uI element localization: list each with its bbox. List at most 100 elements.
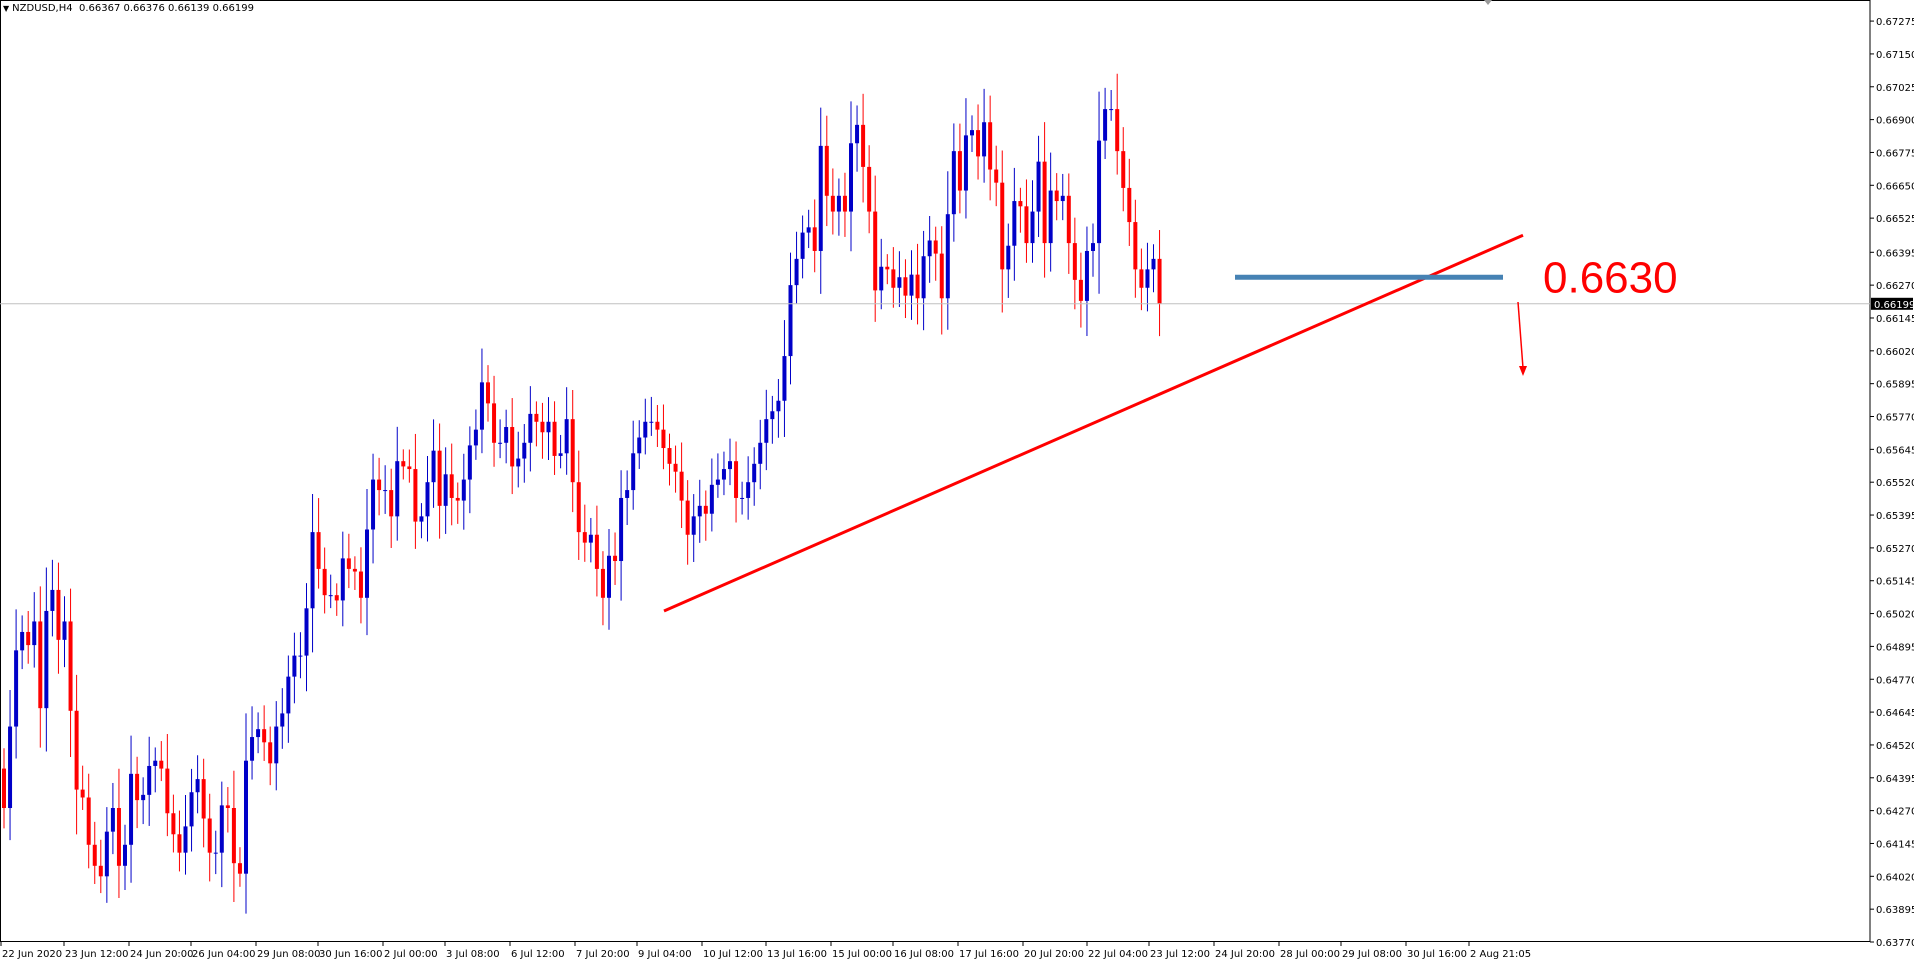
- x-tick-label: 17 Jul 16:00: [959, 949, 1019, 960]
- symbol-label: NZDUSD,H4: [12, 3, 73, 14]
- candle-body: [231, 808, 236, 864]
- candle-body: [800, 232, 805, 259]
- candle-body: [812, 227, 817, 251]
- candle-body: [498, 442, 503, 444]
- candle-body: [1091, 243, 1095, 251]
- candle-body: [510, 427, 515, 467]
- candle-body: [867, 166, 872, 212]
- support-level-label: 0.6630: [1543, 253, 1678, 302]
- y-tick-label: 0.65895: [1876, 380, 1914, 391]
- candle-body: [909, 274, 914, 296]
- x-tick-label: 15 Jul 00:00: [832, 949, 892, 960]
- y-tick-label: 0.65520: [1876, 478, 1914, 489]
- candle-body: [358, 571, 363, 598]
- candle-body: [1066, 195, 1071, 244]
- candle-body: [836, 195, 841, 212]
- x-tick-label: 28 Jul 00:00: [1280, 949, 1340, 960]
- candle-body: [322, 568, 327, 596]
- candle-body: [703, 505, 708, 514]
- dropdown-triangle-icon[interactable]: ▼: [3, 4, 10, 13]
- candle-body: [32, 621, 37, 646]
- candle-body: [328, 595, 333, 597]
- candle-body: [486, 382, 490, 404]
- x-tick-label: 23 Jun 12:00: [65, 949, 129, 960]
- candle-body: [534, 413, 539, 422]
- candle-body: [776, 400, 781, 412]
- candle-body: [945, 214, 950, 299]
- candle-body: [38, 621, 43, 709]
- candle-body: [740, 497, 745, 499]
- candle-body: [377, 479, 382, 491]
- candle-body: [56, 589, 61, 640]
- candle-body: [1151, 258, 1156, 270]
- down-arrow-icon: [1519, 366, 1527, 376]
- candle-body: [437, 450, 442, 506]
- y-tick-label: 0.65145: [1876, 577, 1914, 588]
- shift-marker-icon: [1484, 0, 1492, 5]
- candle-body: [1054, 190, 1059, 202]
- y-tick-label: 0.65770: [1876, 413, 1914, 424]
- candle-body: [26, 631, 31, 646]
- candle-body: [715, 479, 720, 485]
- y-tick-label: 0.64770: [1876, 675, 1914, 686]
- ohlc-values: 0.66367 0.66376 0.66139 0.66199: [78, 3, 254, 14]
- candle-body: [110, 808, 115, 832]
- candle-body: [516, 458, 521, 467]
- candle-body: [661, 429, 666, 449]
- candle-body: [691, 516, 696, 535]
- candle-body: [855, 124, 860, 144]
- ascending-trend-line: [663, 233, 1524, 613]
- y-tick-label: 0.65395: [1876, 511, 1914, 522]
- y-tick-label: 0.63895: [1876, 905, 1914, 916]
- candle-body: [1048, 190, 1053, 244]
- candle-body: [86, 797, 91, 845]
- x-tick-label: 2 Aug 21:05: [1470, 949, 1531, 960]
- candle-body: [752, 463, 757, 483]
- candle-body: [764, 419, 769, 443]
- candle-body: [413, 469, 418, 522]
- candle-body: [467, 445, 472, 480]
- candle-body: [455, 497, 460, 501]
- candle-body: [951, 151, 956, 215]
- y-tick-label: 0.66270: [1876, 281, 1914, 292]
- candle-body: [679, 471, 684, 501]
- candle-body: [619, 497, 624, 562]
- candle-body: [631, 453, 636, 491]
- candle-body: [849, 143, 853, 212]
- chart-header: ▼ NZDUSD,H4 0.66367 0.66376 0.66139 0.661…: [3, 3, 254, 14]
- candle-body: [697, 505, 702, 517]
- candle-body: [449, 474, 454, 498]
- candle-body: [1018, 201, 1023, 207]
- candle-body: [873, 211, 878, 291]
- y-tick-label: 0.65270: [1876, 544, 1914, 555]
- candle-body: [957, 151, 962, 191]
- candle-body: [44, 610, 49, 709]
- candle-body: [425, 482, 430, 517]
- candle-body: [62, 621, 67, 640]
- candle-body: [171, 813, 176, 835]
- price-axis: 0.67275 0.67150 0.67025 0.66900 0.66775 0.666…: [1870, 17, 1914, 949]
- candle-body: [461, 479, 466, 501]
- candle-body: [1072, 243, 1077, 280]
- candle-body: [395, 461, 400, 517]
- candle-body: [256, 729, 261, 738]
- candle-body: [643, 421, 648, 438]
- candle-body: [655, 421, 660, 430]
- x-tick-label: 13 Jul 16:00: [767, 949, 827, 960]
- y-tick-label: 0.66650: [1876, 181, 1914, 192]
- candle-body: [927, 240, 932, 257]
- candle-body: [1109, 109, 1114, 111]
- x-tick-label: 10 Jul 12:00: [703, 949, 763, 960]
- candle-body: [1084, 250, 1089, 301]
- y-tick-label: 0.66775: [1876, 148, 1914, 159]
- candle-body: [824, 145, 829, 196]
- candle-body: [564, 419, 569, 454]
- candle-body: [1000, 182, 1005, 270]
- x-tick-label: 24 Jun 20:00: [130, 949, 194, 960]
- candle-body: [213, 852, 218, 854]
- candle-body: [74, 710, 79, 790]
- x-tick-label: 9 Jul 04:00: [638, 949, 692, 960]
- x-tick-label: 24 Jul 20:00: [1215, 949, 1275, 960]
